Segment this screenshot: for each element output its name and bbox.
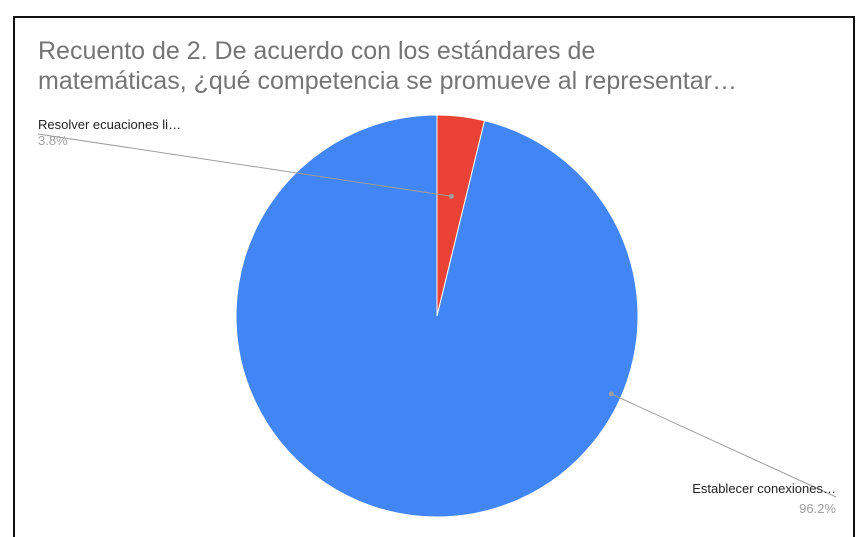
chart-title-line-2: matemáticas, ¿qué competencia se promuev… — [38, 67, 737, 95]
chart-title-line-1: Recuento de 2. De acuerdo con los estánd… — [38, 37, 596, 65]
slice-percent-resolver: 3.8% — [38, 133, 68, 148]
slice-establecer-callout-dot — [608, 391, 614, 397]
slice-label-establecer: Establecer conexiones… — [692, 481, 836, 496]
slice-establecer-callout-line — [611, 393, 837, 498]
pie-callouts — [37, 133, 837, 498]
chart-title: Recuento de 2. De acuerdo con los estánd… — [38, 36, 838, 96]
slice-percent-establecer: 96.2% — [799, 501, 836, 516]
slice-establecer[interactable] — [235, 114, 639, 518]
slice-label-resolver: Resolver ecuaciones li… — [38, 117, 181, 132]
pie-slices — [235, 114, 639, 518]
slice-resolver-callout-line — [37, 133, 452, 197]
slice-resolver-callout-dot — [448, 193, 454, 199]
